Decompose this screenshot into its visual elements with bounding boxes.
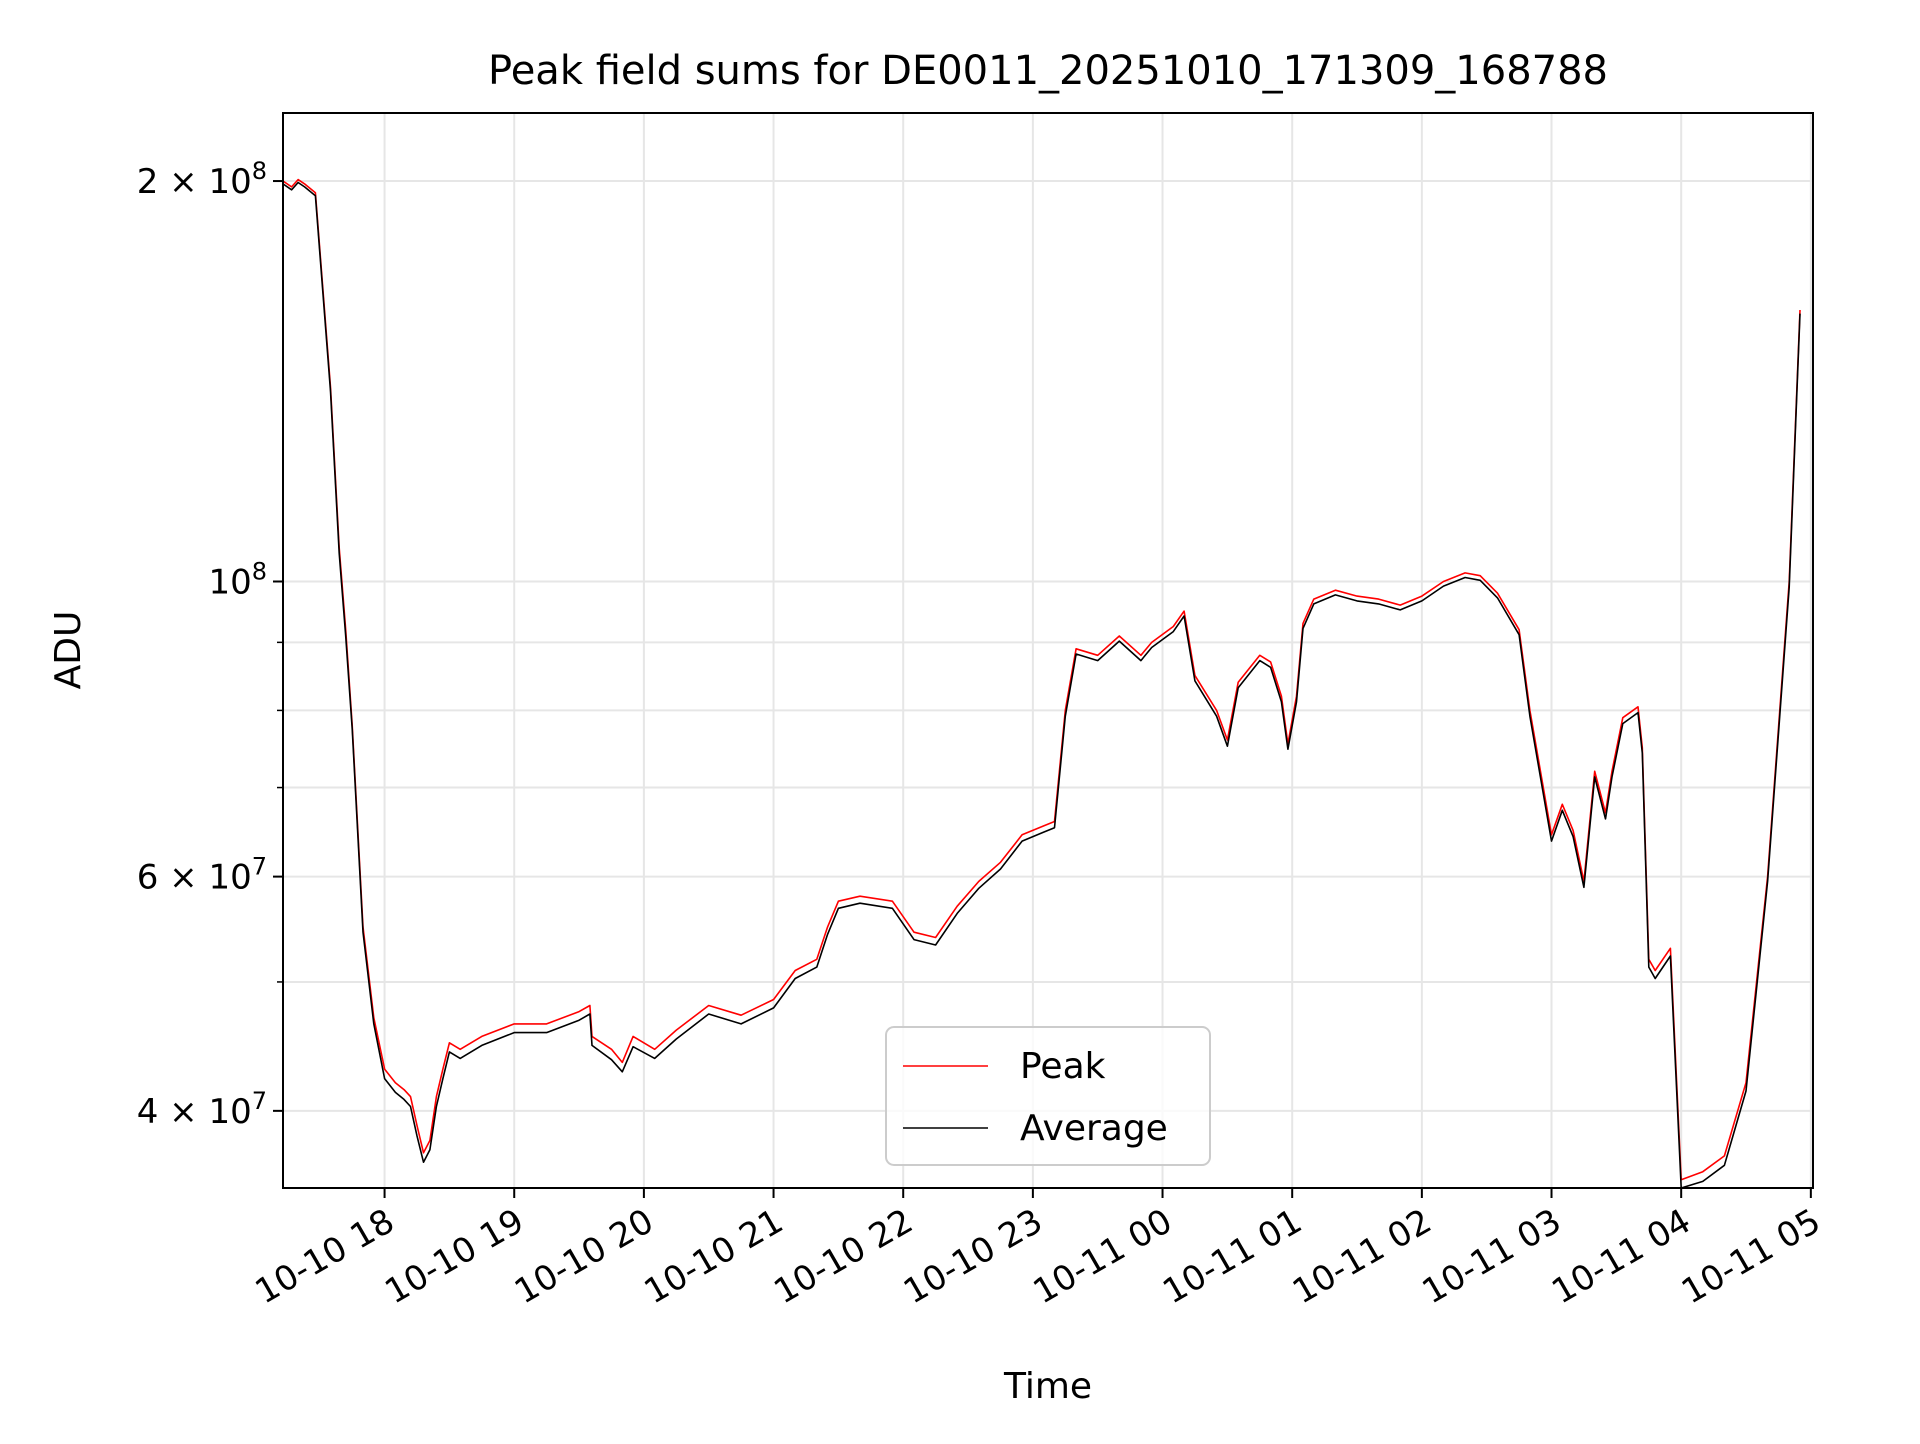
y-tick-label: 6 × 107 — [137, 853, 267, 898]
y-axis: 4 × 107 6 × 107 108 2 × 108 — [137, 157, 283, 1132]
x-tick-label: 10-10 21 — [638, 1201, 790, 1312]
y-tick-label: 108 — [208, 557, 267, 602]
x-tick-label: 10-11 04 — [1545, 1201, 1697, 1312]
x-tick-label: 10-10 23 — [897, 1201, 1049, 1312]
series-layer — [283, 178, 1801, 1188]
legend: Peak Average — [885, 1026, 1211, 1166]
x-tick-label: 10-11 02 — [1286, 1201, 1438, 1312]
x-tick-label: 10-10 22 — [767, 1201, 919, 1312]
x-tick-label: 10-10 20 — [508, 1201, 660, 1312]
x-tick-label: 10-11 00 — [1027, 1201, 1179, 1312]
legend-label-average: Average — [1020, 1108, 1168, 1149]
x-tick-label: 10-10 19 — [378, 1201, 530, 1312]
x-tick-label: 10-11 01 — [1156, 1201, 1308, 1312]
legend-label-peak: Peak — [1020, 1046, 1106, 1087]
y-axis-label: ADU — [48, 611, 89, 690]
x-tick-label: 10-11 03 — [1416, 1201, 1568, 1312]
legend-box — [885, 1026, 1211, 1166]
x-tick-label: 10-11 05 — [1675, 1201, 1827, 1312]
x-axis-label: Time — [1003, 1366, 1092, 1407]
x-tick-label: 10-10 18 — [249, 1201, 401, 1312]
y-tick-label: 4 × 107 — [137, 1087, 267, 1132]
series-line-average — [283, 181, 1801, 1188]
chart-title: Peak field sums for DE0011_20251010_1713… — [488, 48, 1608, 94]
plot-frame — [282, 112, 1814, 1189]
y-tick-label: 2 × 108 — [137, 157, 267, 202]
